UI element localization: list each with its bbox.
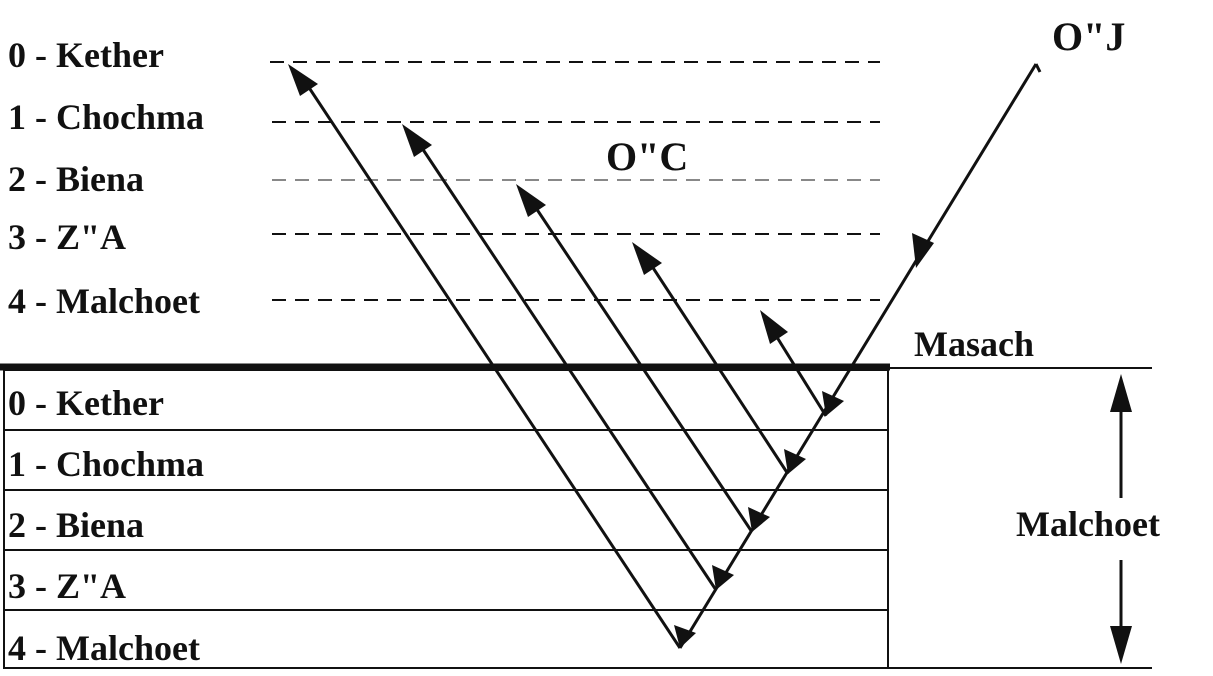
direct-light-ray	[674, 63, 1042, 649]
arrowhead-icon	[822, 391, 844, 416]
arrowhead-icon	[632, 242, 662, 275]
upper-level-label: 3 - Z"A	[8, 217, 126, 257]
upper-level-guides	[270, 61, 880, 301]
lower-level-label: 2 - Biena	[8, 505, 144, 545]
upper-level-label: 1 - Chochma	[8, 97, 204, 137]
upper-level-label: 4 - Malchoet	[8, 281, 200, 321]
arrowhead-icon	[760, 310, 788, 344]
returning-light-rays	[288, 64, 828, 649]
lower-level-label: 1 - Chochma	[8, 444, 204, 484]
arrowhead-icon	[912, 233, 934, 268]
malchoet-span-label: Malchoet	[1016, 504, 1160, 544]
return-ray-malchoet	[760, 310, 828, 417]
up-arrowhead-icon	[1110, 374, 1132, 412]
return-ray-kether	[288, 64, 682, 649]
direct-light-label: O"J	[1052, 14, 1125, 59]
masach-label: Masach	[914, 324, 1034, 364]
lower-level-label: 3 - Z"A	[8, 566, 126, 606]
return-ray-chochma	[402, 124, 718, 591]
arrowhead-icon	[288, 64, 318, 96]
upper-level-labels: 0 - Kether 1 - Chochma 2 - Biena 3 - Z"A…	[8, 35, 204, 321]
upper-level-label: 0 - Kether	[8, 35, 164, 75]
lower-level-label: 4 - Malchoet	[8, 628, 200, 668]
lower-level-labels: 0 - Kether 1 - Chochma 2 - Biena 3 - Z"A…	[8, 383, 204, 668]
lower-level-label: 0 - Kether	[8, 383, 164, 423]
arrowhead-icon	[748, 507, 770, 532]
malchoet-span-arrow	[1110, 374, 1132, 664]
return-ray-za	[632, 242, 790, 475]
arrowhead-icon	[402, 124, 432, 157]
upper-level-label: 2 - Biena	[8, 159, 144, 199]
arrowhead-icon	[674, 625, 696, 648]
down-arrowhead-icon	[1110, 626, 1132, 664]
arrowhead-icon	[712, 565, 734, 590]
arrowhead-icon	[516, 184, 546, 217]
returning-light-label: O"C	[606, 134, 688, 179]
return-ray-biena	[516, 184, 754, 533]
arrowhead-icon	[784, 449, 806, 474]
